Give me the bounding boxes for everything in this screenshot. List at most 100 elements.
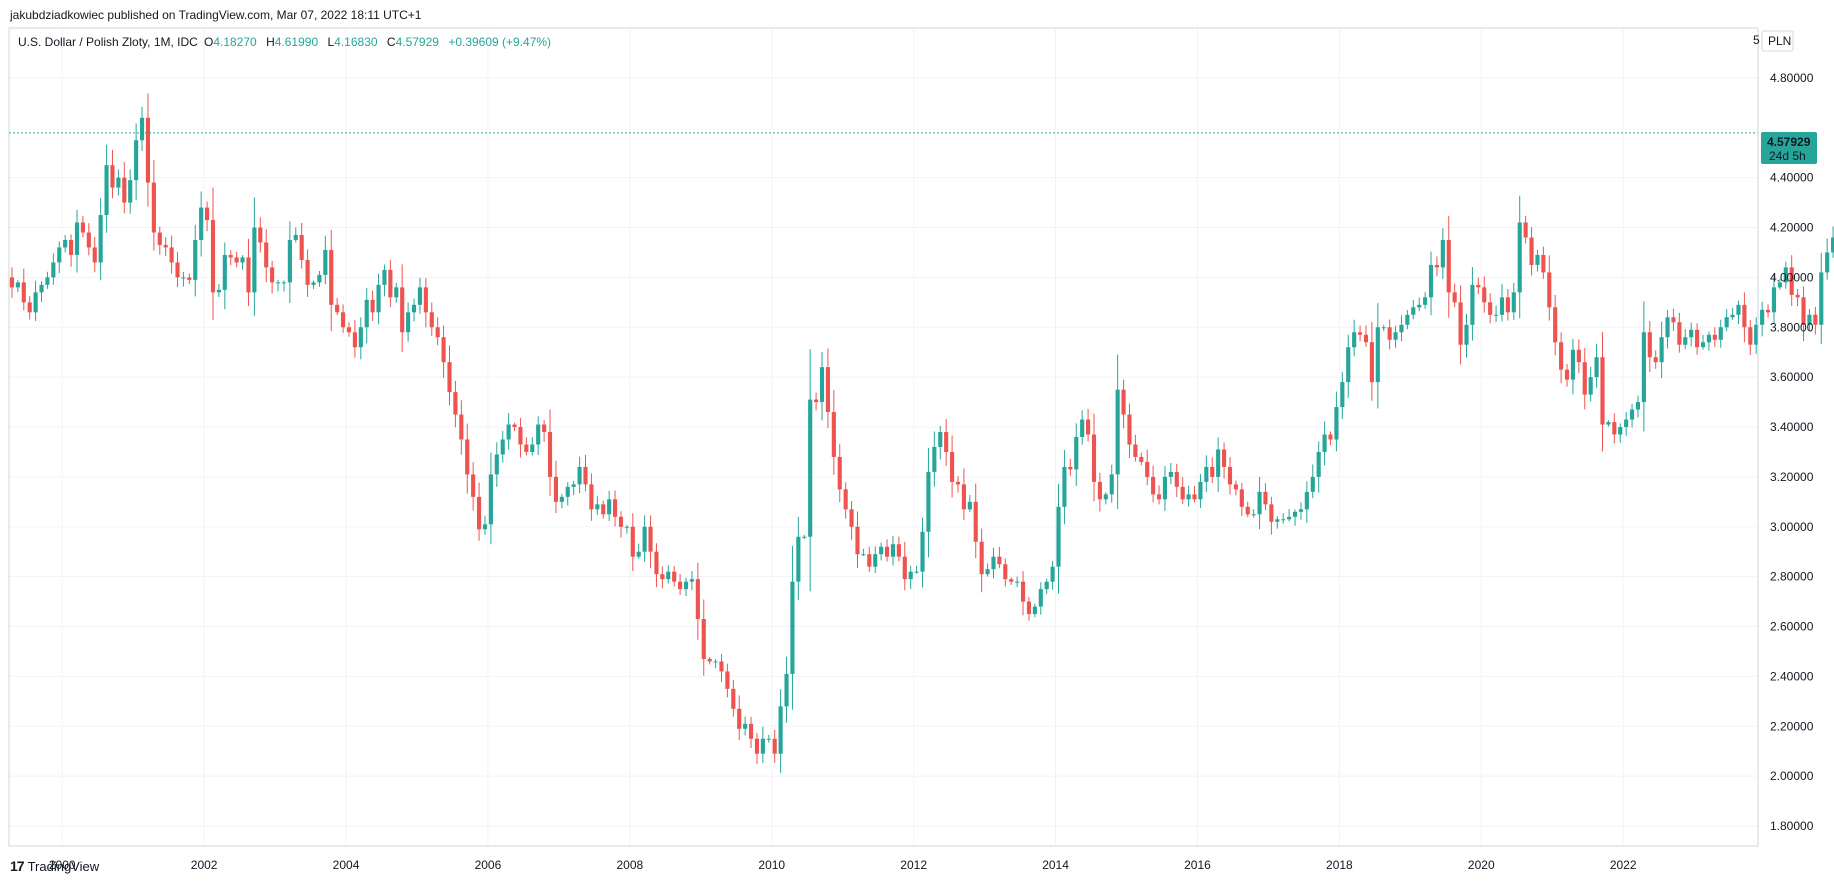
candle-body (1665, 317, 1670, 338)
candle-body (683, 581, 689, 590)
candle-body (518, 427, 523, 445)
candle-body (553, 476, 559, 502)
y-tick-label: 4.40000 (1770, 171, 1814, 185)
candle-body (630, 526, 635, 557)
candle-body (1086, 419, 1091, 435)
candle-body (1003, 564, 1008, 580)
candle-body (1493, 314, 1499, 316)
candle-body (618, 516, 624, 527)
candle-body (825, 367, 830, 413)
candle-body (323, 249, 328, 275)
legend-symbol[interactable]: U.S. Dollar / Polish Zloty, 1M, IDC (18, 35, 198, 49)
y-tick-label: 3.20000 (1770, 470, 1814, 484)
candle-body (1281, 519, 1286, 521)
candle-body (1103, 494, 1108, 500)
candle-body (293, 234, 298, 240)
candle-body (240, 257, 245, 263)
candle-body (1647, 332, 1652, 358)
candle-body (222, 254, 227, 290)
last-price-badge (1761, 132, 1817, 164)
candle-body (920, 531, 925, 572)
candle-body (808, 399, 813, 537)
candle-body (642, 526, 647, 552)
candle-body (1032, 606, 1037, 615)
candle-body (1358, 332, 1363, 335)
candle-body (879, 546, 884, 555)
y-tick-label: 2.80000 (1770, 570, 1814, 584)
candle-body (955, 481, 961, 485)
candle-body (802, 536, 807, 538)
candle-body (1056, 506, 1061, 567)
candle-body (1198, 481, 1203, 500)
candle-body (654, 551, 659, 575)
tradingview-logo-icon[interactable]: 17 (10, 858, 25, 874)
candle-body (80, 222, 85, 233)
legend-low: 4.16830 (334, 35, 378, 49)
candle-body (33, 292, 38, 313)
candle-body (861, 554, 866, 556)
candle-body (1718, 327, 1723, 340)
candle-body (530, 444, 535, 452)
candle-body (938, 432, 943, 447)
candle-body (1641, 332, 1646, 403)
candle-body (110, 165, 115, 188)
candle-body (264, 242, 269, 268)
candle-body (1222, 449, 1227, 467)
candle-body (1399, 324, 1404, 333)
candle-body (1446, 239, 1451, 293)
candle-body (1771, 287, 1777, 313)
candle-body (1245, 506, 1250, 515)
candle-body (1795, 294, 1800, 298)
candle-body (1304, 491, 1309, 510)
candle-body (1712, 334, 1717, 340)
candle-body (1145, 461, 1150, 477)
candle-body (51, 262, 56, 278)
candle-body (1139, 456, 1144, 462)
candle-body (74, 222, 80, 255)
candle-body (636, 551, 641, 557)
candle-body (1783, 267, 1788, 283)
candle-body (104, 165, 109, 216)
candle-body (1695, 329, 1700, 348)
candle-body (15, 282, 20, 288)
candle-body (1825, 252, 1830, 273)
candle-body (577, 466, 582, 485)
candle-body (1505, 297, 1510, 313)
candle-body (536, 424, 541, 445)
currency-badge[interactable] (1761, 30, 1794, 52)
candle-body (648, 526, 653, 552)
candle-body (69, 239, 74, 255)
candle-body (1594, 357, 1599, 378)
candle-body (1009, 579, 1014, 582)
price-axis: 1.80000 2.00000 2.20000 2.40000 2.60000 2.800… (1770, 71, 1814, 833)
candle-body (743, 723, 748, 729)
candle-body (494, 454, 499, 475)
candle-body (855, 526, 860, 555)
candle-body (187, 277, 192, 280)
x-tick-label: 2000 (49, 858, 76, 872)
legend-open-label: O (204, 35, 213, 49)
candle-body (471, 474, 476, 497)
y-tick-label: 2.00000 (1770, 769, 1814, 783)
candle-body (116, 177, 121, 188)
time-axis: 2000 2002 2004 2006 2008 2010 2012 2014 2016 2018… (49, 858, 1637, 872)
candle-body (488, 474, 493, 525)
candle-body (896, 544, 901, 557)
candle-body (707, 658, 712, 662)
candle-body (796, 536, 801, 582)
candle-body (417, 287, 423, 305)
candle-body (1511, 292, 1516, 313)
candle-body (1541, 254, 1546, 273)
candle-body (317, 274, 322, 283)
footer-brand[interactable]: TradingView (27, 858, 100, 874)
candle-body (145, 117, 151, 183)
candle-body (1127, 414, 1132, 445)
candle-body (867, 554, 872, 567)
candle-body (1109, 474, 1114, 495)
candle-body (465, 439, 470, 475)
candle-body (1375, 327, 1380, 383)
candle-body (1156, 494, 1162, 500)
candle-body (814, 399, 819, 403)
candle-body (1588, 377, 1593, 395)
